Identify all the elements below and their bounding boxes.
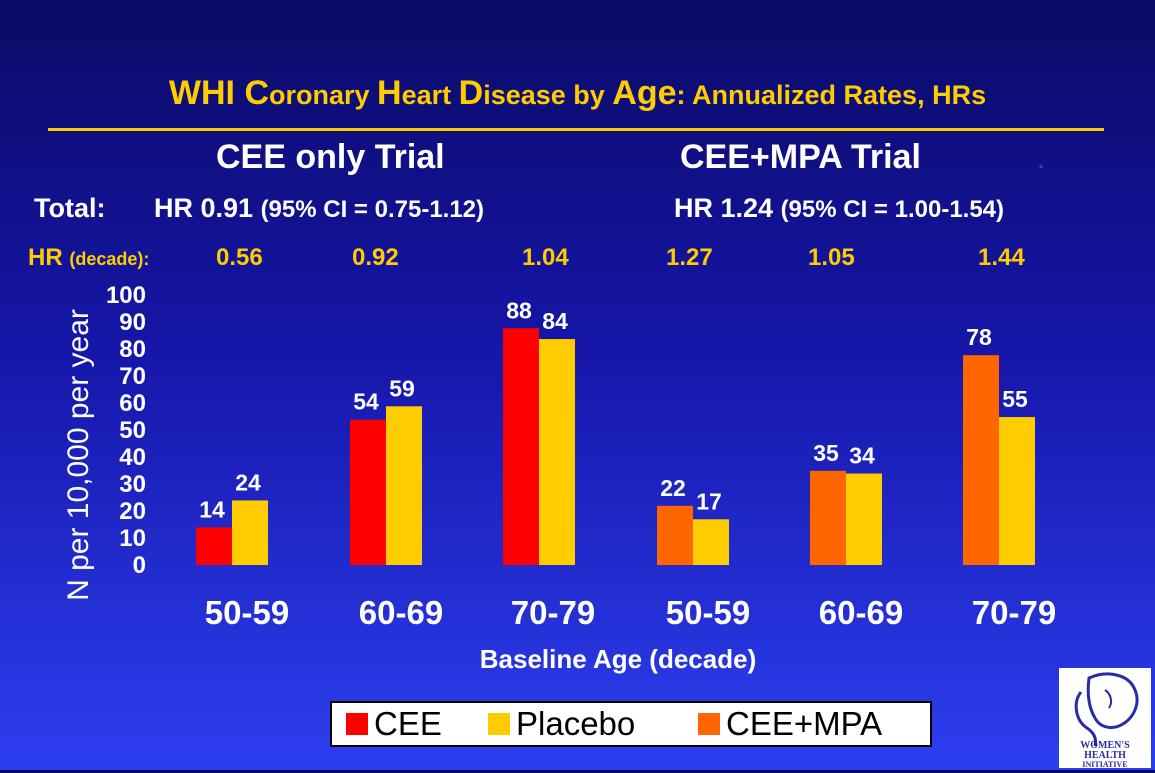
bar-cee xyxy=(503,328,539,565)
hr-decade-label: HR (decade): xyxy=(28,244,149,272)
total-hr-cee-mpa: HR 1.24 (95% CI = 1.00-1.54) xyxy=(674,193,1004,224)
bar-value-label: 34 xyxy=(849,443,875,469)
x-category-label: 60-69 xyxy=(818,594,904,631)
y-tick-label: 10 xyxy=(119,525,146,552)
y-tick-label: 100 xyxy=(105,282,146,309)
svg-text:HEALTH: HEALTH xyxy=(1084,750,1126,761)
bar-value-label: 84 xyxy=(542,308,568,334)
hr-label-sub: (decade): xyxy=(69,249,150,269)
legend-label: CEE xyxy=(374,705,442,742)
total-hr-cee-mpa-value: HR 1.24 xyxy=(674,193,781,223)
bar-placebo xyxy=(232,500,268,565)
hr-value: 1.04 xyxy=(522,244,569,271)
y-tick-label: 90 xyxy=(119,309,146,336)
title-divider xyxy=(48,128,1104,131)
hr-label: HR xyxy=(28,244,70,271)
hr-value: 1.05 xyxy=(808,244,855,271)
hr-value: 0.56 xyxy=(216,244,263,271)
bar-placebo xyxy=(846,473,882,565)
y-tick-label: 60 xyxy=(119,390,146,417)
bar-cee xyxy=(196,527,232,565)
x-category-label: 70-79 xyxy=(510,594,596,631)
title-part: oronary xyxy=(269,80,378,110)
title-part: WHI C xyxy=(168,74,269,112)
legend-item-cee: CEE xyxy=(346,705,442,743)
y-tick-label: 70 xyxy=(119,363,146,390)
whi-logo: WOMEN'S HEALTH INITIATIVE xyxy=(1059,668,1151,769)
x-category-label: 50-59 xyxy=(665,594,751,631)
hr-value: 1.27 xyxy=(666,244,713,271)
bar-value-label: 55 xyxy=(1002,386,1028,412)
bar-placebo xyxy=(539,339,575,565)
y-tick-label: 30 xyxy=(119,471,146,498)
legend-label: Placebo xyxy=(516,705,636,742)
title-part: Age xyxy=(612,74,677,112)
title-part: eart xyxy=(401,80,459,110)
total-hr-cee-value: HR 0.91 xyxy=(154,193,261,223)
bar-placebo xyxy=(386,406,422,565)
x-category-label: 60-69 xyxy=(358,594,444,631)
y-tick-label: 50 xyxy=(119,417,146,444)
bar-cee-mpa xyxy=(657,505,693,565)
legend-item-cee-mpa: CEE+MPA xyxy=(698,705,882,743)
total-label: Total: xyxy=(34,193,106,223)
title-part: H xyxy=(377,74,402,112)
whi-logo-icon: WOMEN'S HEALTH INITIATIVE xyxy=(1074,672,1139,769)
svg-text:WOMEN'S: WOMEN'S xyxy=(1080,740,1130,751)
legend-swatch-cee xyxy=(346,713,368,735)
bar-value-label: 59 xyxy=(389,375,415,401)
hr-value: 0.92 xyxy=(352,244,399,271)
x-axis-label: Baseline Age (decade) xyxy=(479,644,757,674)
chart-title: WHI Coronary Heart Disease by Age: Annua… xyxy=(0,74,1155,113)
x-category-label: 50-59 xyxy=(204,594,290,631)
total-ci-cee-mpa: (95% CI = 1.00-1.54) xyxy=(780,196,1005,223)
x-category-label: 70-79 xyxy=(971,594,1057,631)
y-tick-label: 40 xyxy=(119,444,146,471)
trial-heading-cee-mpa: CEE+MPA Trial xyxy=(680,138,921,176)
title-part: D xyxy=(458,74,484,112)
bar-cee-mpa xyxy=(810,470,846,565)
bar-cee xyxy=(350,419,386,565)
bar-value-label: 14 xyxy=(199,496,225,522)
title-part: : Annualized Rates, HRs xyxy=(676,80,987,110)
svg-text:INITIATIVE: INITIATIVE xyxy=(1082,760,1127,768)
bar-value-label: 54 xyxy=(353,389,379,415)
bar-cee-mpa xyxy=(963,355,999,565)
legend-swatch-placebo xyxy=(488,713,510,735)
trial-dot: . xyxy=(1038,148,1045,173)
legend-label: CEE+MPA xyxy=(726,705,883,742)
total-hr-cee: HR 0.91 (95% CI = 0.75-1.12) xyxy=(154,193,484,224)
y-tick-label: 20 xyxy=(119,498,146,525)
trial-heading-cee: CEE only Trial xyxy=(216,138,445,176)
bar-value-label: 78 xyxy=(966,324,992,350)
bar-value-label: 35 xyxy=(813,440,839,466)
bar-placebo xyxy=(999,417,1035,565)
bar-value-label: 24 xyxy=(235,469,261,495)
bar-value-label: 17 xyxy=(696,488,722,514)
y-tick-label: 0 xyxy=(132,552,146,579)
bar-value-label: 88 xyxy=(506,297,532,323)
hr-value: 1.44 xyxy=(978,244,1025,271)
y-tick-label: 80 xyxy=(119,336,146,363)
title-part: isease by xyxy=(483,80,613,110)
bar-value-label: 22 xyxy=(660,475,686,501)
total-ci-cee: (95% CI = 0.75-1.12) xyxy=(260,196,485,223)
legend-swatch-cee-mpa xyxy=(698,713,720,735)
legend-item-placebo: Placebo xyxy=(488,705,635,743)
bar-placebo xyxy=(693,519,729,565)
chart-legend: CEE Placebo CEE+MPA xyxy=(330,701,932,747)
